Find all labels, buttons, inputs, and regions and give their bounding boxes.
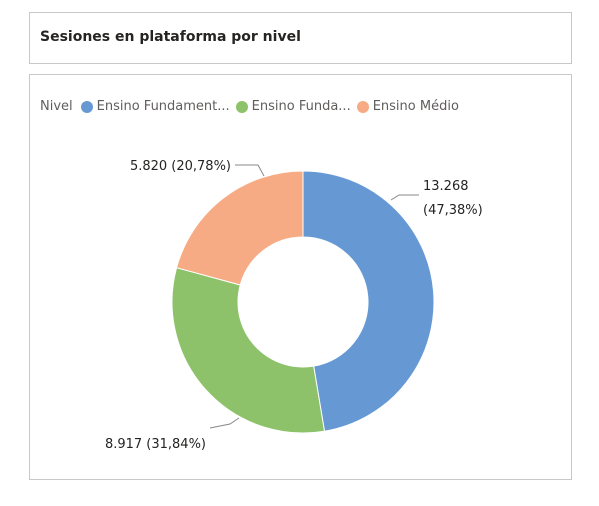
donut-slices bbox=[171, 170, 435, 434]
slice-medio[interactable] bbox=[175, 170, 304, 286]
legend-item-fundamental-1[interactable]: Ensino Fundament... bbox=[80, 99, 230, 114]
legend-dot-fundamental-1 bbox=[80, 100, 93, 113]
data-label-fundamental-1-value: 13.268 bbox=[423, 179, 469, 194]
legend-title: Nivel bbox=[40, 99, 73, 114]
leader-line-fundamental-2 bbox=[209, 417, 240, 429]
legend-label-fundamental-1: Ensino Fundament... bbox=[96, 99, 230, 114]
leader-line-medio bbox=[235, 164, 265, 177]
legend-label-fundamental-2: Ensino Funda... bbox=[251, 99, 351, 114]
data-label-fundamental-2: 8.917 (31,84%) bbox=[105, 437, 206, 452]
donut-chart-card[interactable]: Nivel Ensino Fundament... Ensino Funda..… bbox=[29, 74, 572, 480]
leader-lines bbox=[209, 164, 419, 429]
legend-item-medio[interactable]: Ensino Médio bbox=[356, 99, 459, 114]
slice-fundamental-1[interactable] bbox=[302, 170, 435, 432]
legend-item-fundamental-2[interactable]: Ensino Funda... bbox=[235, 99, 351, 114]
chart-title: Sesiones en plataforma por nivel bbox=[40, 29, 301, 45]
leader-line-fundamental-1 bbox=[390, 194, 419, 201]
legend-dot-fundamental-2 bbox=[235, 100, 248, 113]
slice-fundamental-2[interactable] bbox=[171, 267, 326, 434]
legend-label-medio: Ensino Médio bbox=[372, 99, 459, 114]
data-labels: 13.268 (47,38%) 8.917 (31,84%) 5.820 (20,78… bbox=[105, 159, 483, 452]
data-label-fundamental-1-percent: (47,38%) bbox=[423, 203, 483, 218]
data-label-medio: 5.820 (20,78%) bbox=[130, 159, 231, 174]
donut-chart: 13.268 (47,38%) 8.917 (31,84%) 5.820 (20,78… bbox=[105, 159, 483, 452]
legend: Nivel Ensino Fundament... Ensino Funda..… bbox=[40, 99, 465, 114]
chart-title-card: Sesiones en plataforma por nivel bbox=[29, 12, 572, 64]
legend-dot-medio bbox=[356, 100, 369, 113]
